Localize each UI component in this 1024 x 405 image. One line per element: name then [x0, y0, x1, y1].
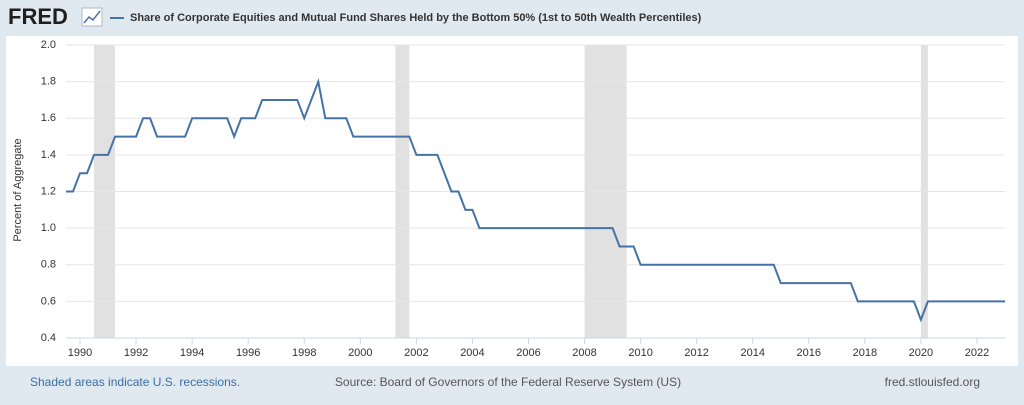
x-tick-label: 1998	[292, 347, 316, 359]
x-tick-label: 2012	[684, 347, 708, 359]
logo-icon	[81, 7, 103, 27]
y-tick-label: 1.2	[41, 185, 56, 197]
y-tick-label: 0.8	[41, 259, 56, 271]
x-tick-label: 2014	[740, 347, 764, 359]
y-tick-label: 0.6	[41, 295, 56, 307]
y-tick-label: 2.0	[41, 39, 56, 51]
data-line	[66, 77, 1005, 323]
y-tick-label: 1.8	[41, 76, 56, 88]
footer-note: Shaded areas indicate U.S. recessions.	[30, 375, 240, 389]
x-tick-label: 2010	[628, 347, 652, 359]
footer-url[interactable]: fred.stlouisfed.org	[885, 375, 980, 389]
x-tick-label: 1996	[236, 347, 260, 359]
x-tick-label: 2004	[460, 347, 484, 359]
y-tick-label: 1.4	[41, 149, 56, 161]
legend-entry[interactable]: Share of Corporate Equities and Mutual F…	[130, 12, 702, 24]
x-tick-label: 2002	[404, 347, 428, 359]
x-tick-label: 2008	[572, 347, 596, 359]
y-tick-label: 1.6	[41, 112, 56, 124]
x-tick-label: 2000	[348, 347, 372, 359]
x-tick-label: 2022	[965, 347, 989, 359]
x-tick-label: 1992	[124, 347, 148, 359]
logo[interactable]: FRED	[8, 4, 68, 29]
x-tick-label: 2020	[909, 347, 933, 359]
y-tick-label: 1.0	[41, 222, 56, 234]
x-tick-label: 1990	[68, 347, 92, 359]
x-tick-label: 2018	[853, 347, 877, 359]
y-axis-label: Percent of Aggregate	[12, 138, 24, 241]
plot-panel	[6, 36, 1018, 366]
x-tick-label: 2006	[516, 347, 540, 359]
x-tick-label: 1994	[180, 347, 204, 359]
x-tick-label: 2016	[797, 347, 821, 359]
y-tick-label: 0.4	[41, 332, 56, 344]
footer-source: Source: Board of Governors of the Federa…	[335, 375, 681, 389]
